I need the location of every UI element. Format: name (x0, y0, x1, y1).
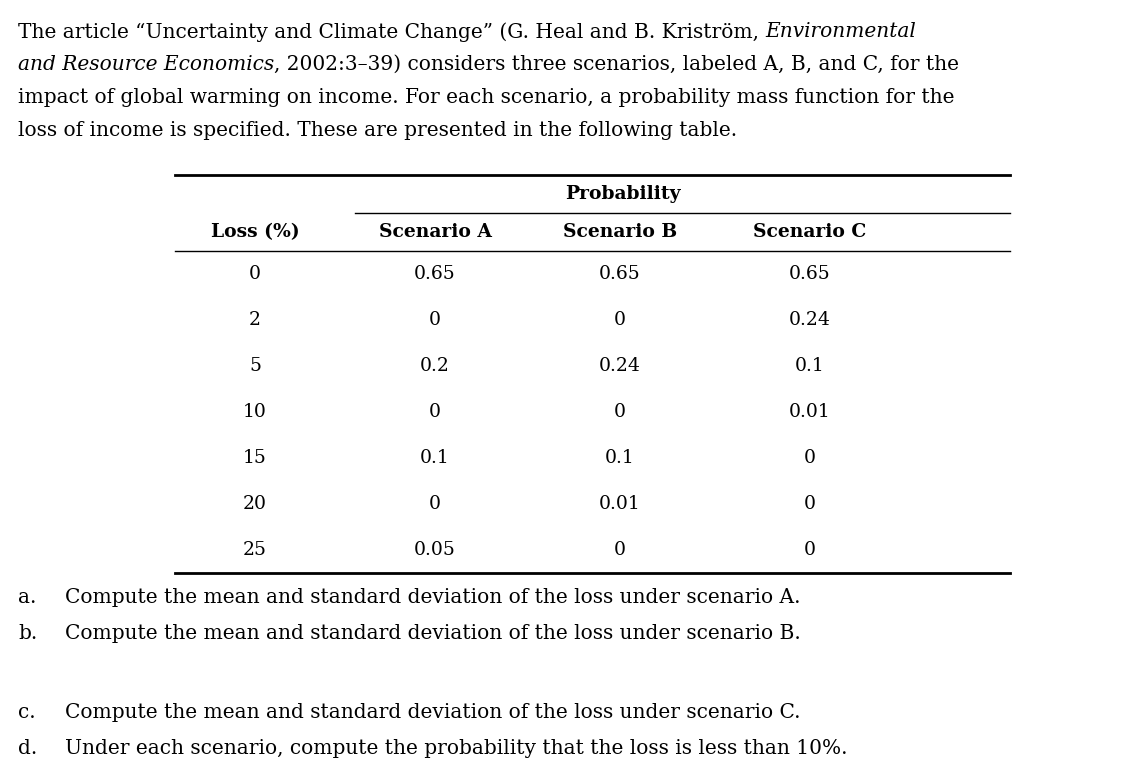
Text: 0: 0 (614, 403, 626, 421)
Text: 0.2: 0.2 (420, 357, 450, 375)
Text: 5: 5 (249, 357, 261, 375)
Text: The article “Uncertainty and Climate Change” (G. Heal and B. Kriström,: The article “Uncertainty and Climate Cha… (18, 22, 766, 42)
Text: 0.1: 0.1 (420, 449, 450, 467)
Text: loss of income is specified. These are presented in the following table.: loss of income is specified. These are p… (18, 121, 737, 140)
Text: 0: 0 (429, 495, 441, 513)
Text: b.: b. (18, 624, 37, 643)
Text: 0: 0 (429, 403, 441, 421)
Text: impact of global warming on income. For each scenario, a probability mass functi: impact of global warming on income. For … (18, 88, 954, 107)
Text: Environmental: Environmental (766, 22, 916, 41)
Text: Under each scenario, compute the probability that the loss is less than 10%.: Under each scenario, compute the probabi… (65, 739, 847, 758)
Text: 10: 10 (243, 403, 267, 421)
Text: 0.05: 0.05 (414, 541, 456, 559)
Text: 0: 0 (614, 541, 626, 559)
Text: d.: d. (18, 739, 37, 758)
Text: Scenario B: Scenario B (563, 223, 677, 241)
Text: 0.1: 0.1 (795, 357, 825, 375)
Text: 0.24: 0.24 (790, 311, 831, 329)
Text: , 2002:3–39) considers three scenarios, labeled A, B, and C, for the: , 2002:3–39) considers three scenarios, … (274, 55, 959, 74)
Text: 0: 0 (429, 311, 441, 329)
Text: 0: 0 (614, 311, 626, 329)
Text: c.: c. (18, 703, 36, 722)
Text: 15: 15 (243, 449, 267, 467)
Text: Compute the mean and standard deviation of the loss under scenario A.: Compute the mean and standard deviation … (65, 588, 801, 607)
Text: and Resource Economics: and Resource Economics (18, 55, 274, 74)
Text: Compute the mean and standard deviation of the loss under scenario C.: Compute the mean and standard deviation … (65, 703, 801, 722)
Text: 2: 2 (249, 311, 261, 329)
Text: Scenario A: Scenario A (379, 223, 492, 241)
Text: 20: 20 (243, 495, 267, 513)
Text: 0.65: 0.65 (599, 265, 641, 283)
Text: 0.1: 0.1 (605, 449, 635, 467)
Text: 0.24: 0.24 (599, 357, 641, 375)
Text: 0.65: 0.65 (414, 265, 456, 283)
Text: Scenario C: Scenario C (754, 223, 866, 241)
Text: 0: 0 (804, 541, 816, 559)
Text: Probability: Probability (565, 185, 680, 203)
Text: 0.01: 0.01 (599, 495, 641, 513)
Text: 0.01: 0.01 (790, 403, 831, 421)
Text: a.: a. (18, 588, 36, 607)
Text: 25: 25 (243, 541, 267, 559)
Text: Compute the mean and standard deviation of the loss under scenario B.: Compute the mean and standard deviation … (65, 624, 801, 643)
Text: 0: 0 (804, 449, 816, 467)
Text: Loss (%): Loss (%) (211, 223, 299, 241)
Text: 0: 0 (804, 495, 816, 513)
Text: 0.65: 0.65 (790, 265, 831, 283)
Text: 0: 0 (249, 265, 261, 283)
